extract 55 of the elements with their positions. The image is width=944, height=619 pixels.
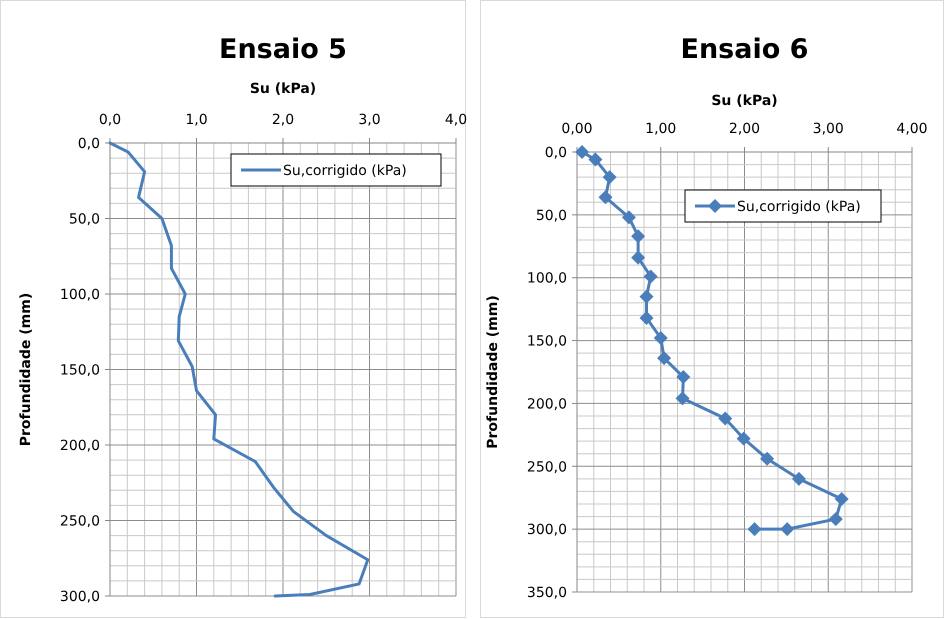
y-tick-label: 100,0 [60, 287, 100, 303]
legend-label: Su,corrigido (kPa) [737, 199, 861, 215]
x-axis-title: Su (kPa) [250, 81, 316, 97]
y-tick-label: 0,0 [78, 136, 100, 152]
point [644, 269, 658, 284]
x-tick-label: 1,0 [185, 112, 208, 128]
y-axis-title: Profundidade (mm) [18, 292, 34, 446]
y-tick-label: 50,0 [68, 212, 100, 228]
x-tick-label: 2,0 [272, 112, 294, 128]
point [676, 391, 690, 406]
point [748, 522, 762, 536]
y-tick-label: 250,0 [60, 514, 100, 530]
point [631, 250, 646, 265]
legend-label: Su,corrigido (kPa) [283, 163, 407, 179]
x-tick-label: 0,0 [98, 112, 122, 128]
point [780, 522, 794, 536]
chart-title: Ensaio 6 [680, 34, 808, 65]
point [718, 412, 732, 426]
point [588, 152, 602, 167]
point [834, 492, 849, 506]
x-tick-label: 3,0 [358, 112, 381, 128]
y-tick-label: 300,0 [526, 522, 567, 538]
y-tick-label: 150,0 [60, 362, 100, 378]
y-tick-label: 200,0 [526, 396, 567, 412]
x-axis-title: Su (kPa) [711, 93, 778, 109]
point [792, 472, 806, 486]
point [736, 432, 751, 446]
point [602, 170, 617, 184]
y-tick-label: 300,0 [60, 589, 100, 605]
x-tick-label: 3,00 [812, 121, 844, 137]
point [598, 190, 612, 204]
y-tick-label: 0,0 [544, 145, 567, 161]
x-tick-label: 4,0 [444, 112, 468, 128]
y-tick-label: 150,0 [526, 334, 567, 350]
point [631, 229, 646, 244]
point [828, 512, 843, 526]
y-tick-label: 350,0 [526, 585, 567, 601]
y-tick-label: 100,0 [526, 270, 567, 287]
point [575, 145, 590, 159]
point [622, 210, 636, 224]
point [654, 331, 668, 346]
x-tick-label: 4,00 [896, 121, 928, 137]
y-tick-label: 50,0 [536, 208, 567, 224]
point [676, 370, 690, 384]
y-axis-title: Profundidade (mm) [485, 295, 501, 449]
point [760, 452, 774, 466]
point [640, 290, 654, 304]
x-tick-label: 2,00 [728, 121, 760, 137]
point [640, 310, 654, 325]
y-tick-label: 250,0 [526, 459, 567, 476]
y-tick-label: 200,0 [60, 438, 100, 454]
x-tick-label: 0,00 [561, 121, 593, 137]
chart-title: Ensaio 5 [219, 34, 347, 65]
x-tick-label: 1,00 [645, 121, 676, 137]
point [657, 351, 672, 366]
